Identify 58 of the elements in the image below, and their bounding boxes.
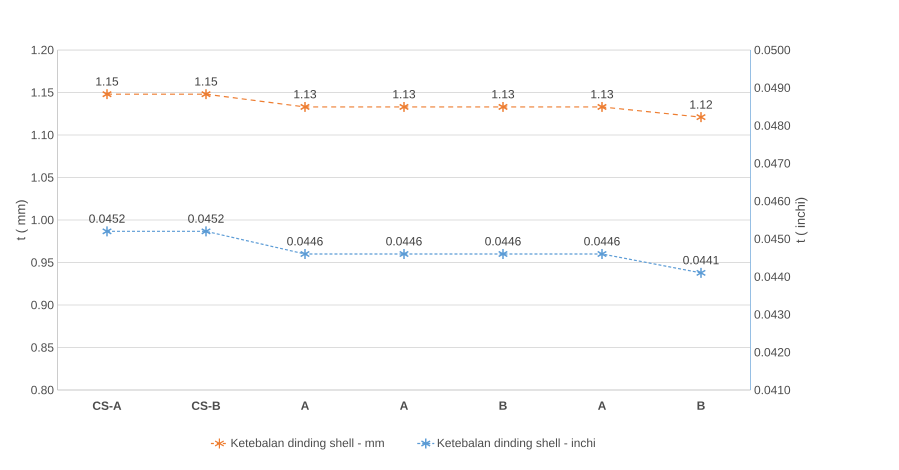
data-label: 1.13 <box>294 90 316 98</box>
y2-tick-label: 0.0410 <box>754 386 790 394</box>
point <box>102 88 112 100</box>
point <box>498 248 508 260</box>
point <box>398 248 410 260</box>
y2-tick-label: 0.0490 <box>754 84 790 92</box>
y2-tick-label: 0.0440 <box>754 272 790 281</box>
data-label: 1.13 <box>591 90 614 98</box>
data-label: 1.13 <box>393 90 416 98</box>
point <box>596 248 608 260</box>
y-tick-label: 1.00 <box>32 216 54 224</box>
y-tick-label: 0.95 <box>31 258 54 267</box>
data-label: 1.15 <box>96 77 118 86</box>
point <box>696 267 706 279</box>
y2-tick-label: 0.0460 <box>754 196 790 206</box>
y2-tick-label: 0.0480 <box>754 121 790 130</box>
y-tick-label: 0.80 <box>31 386 54 394</box>
y-tick-label: 0.85 <box>31 343 54 352</box>
y-tick-label: 1.20 <box>32 46 54 54</box>
point <box>300 101 310 113</box>
point <box>200 226 212 238</box>
x-tick-label: CS-A <box>92 402 122 410</box>
data-label: 1.13 <box>492 90 514 98</box>
point <box>696 111 706 123</box>
data-label: 0.0446 <box>584 237 620 246</box>
x-tick-label: CS-B <box>192 402 220 410</box>
y-axis-title: t ( mm) <box>16 200 28 240</box>
y2-tick-label: 0.0470 <box>754 159 790 168</box>
legend-label: Ketebalan dinding shell - mm <box>231 438 384 450</box>
point <box>596 101 608 113</box>
data-label: 0.0452 <box>89 214 125 223</box>
data-label: 0.0446 <box>287 237 323 246</box>
y2-tick-label: 0.0500 <box>754 46 790 54</box>
y-tick-label: 1.15 <box>32 88 54 97</box>
data-label: 0.0441 <box>683 256 719 264</box>
x-tick-label: B <box>499 402 507 410</box>
y-tick-label: 0.90 <box>31 300 54 310</box>
x-tick-label: A <box>300 402 309 410</box>
point <box>498 101 508 113</box>
x-tick-label: A <box>598 402 606 410</box>
data-label: 1.15 <box>195 77 218 86</box>
data-label: 0.0446 <box>485 237 521 246</box>
data-label: 0.0452 <box>188 214 224 223</box>
point <box>200 88 212 100</box>
y2-tick-label: 0.0430 <box>754 310 790 319</box>
legend-label: Ketebalan dinding shell - inchi <box>438 438 595 450</box>
x-tick-label: B <box>697 402 705 410</box>
data-label: 1.12 <box>690 100 712 109</box>
point <box>102 226 112 238</box>
y-tick-label: 1.10 <box>32 130 54 140</box>
x-tick-label: A <box>400 402 408 410</box>
y2-tick-label: 0.0450 <box>754 234 790 244</box>
data-label: 0.0446 <box>386 237 422 246</box>
point <box>398 101 410 113</box>
y-tick-label: 1.05 <box>32 173 54 182</box>
y2-axis-title: t ( inchi) <box>795 198 808 243</box>
point <box>300 248 310 260</box>
y2-tick-label: 0.0420 <box>754 348 790 356</box>
